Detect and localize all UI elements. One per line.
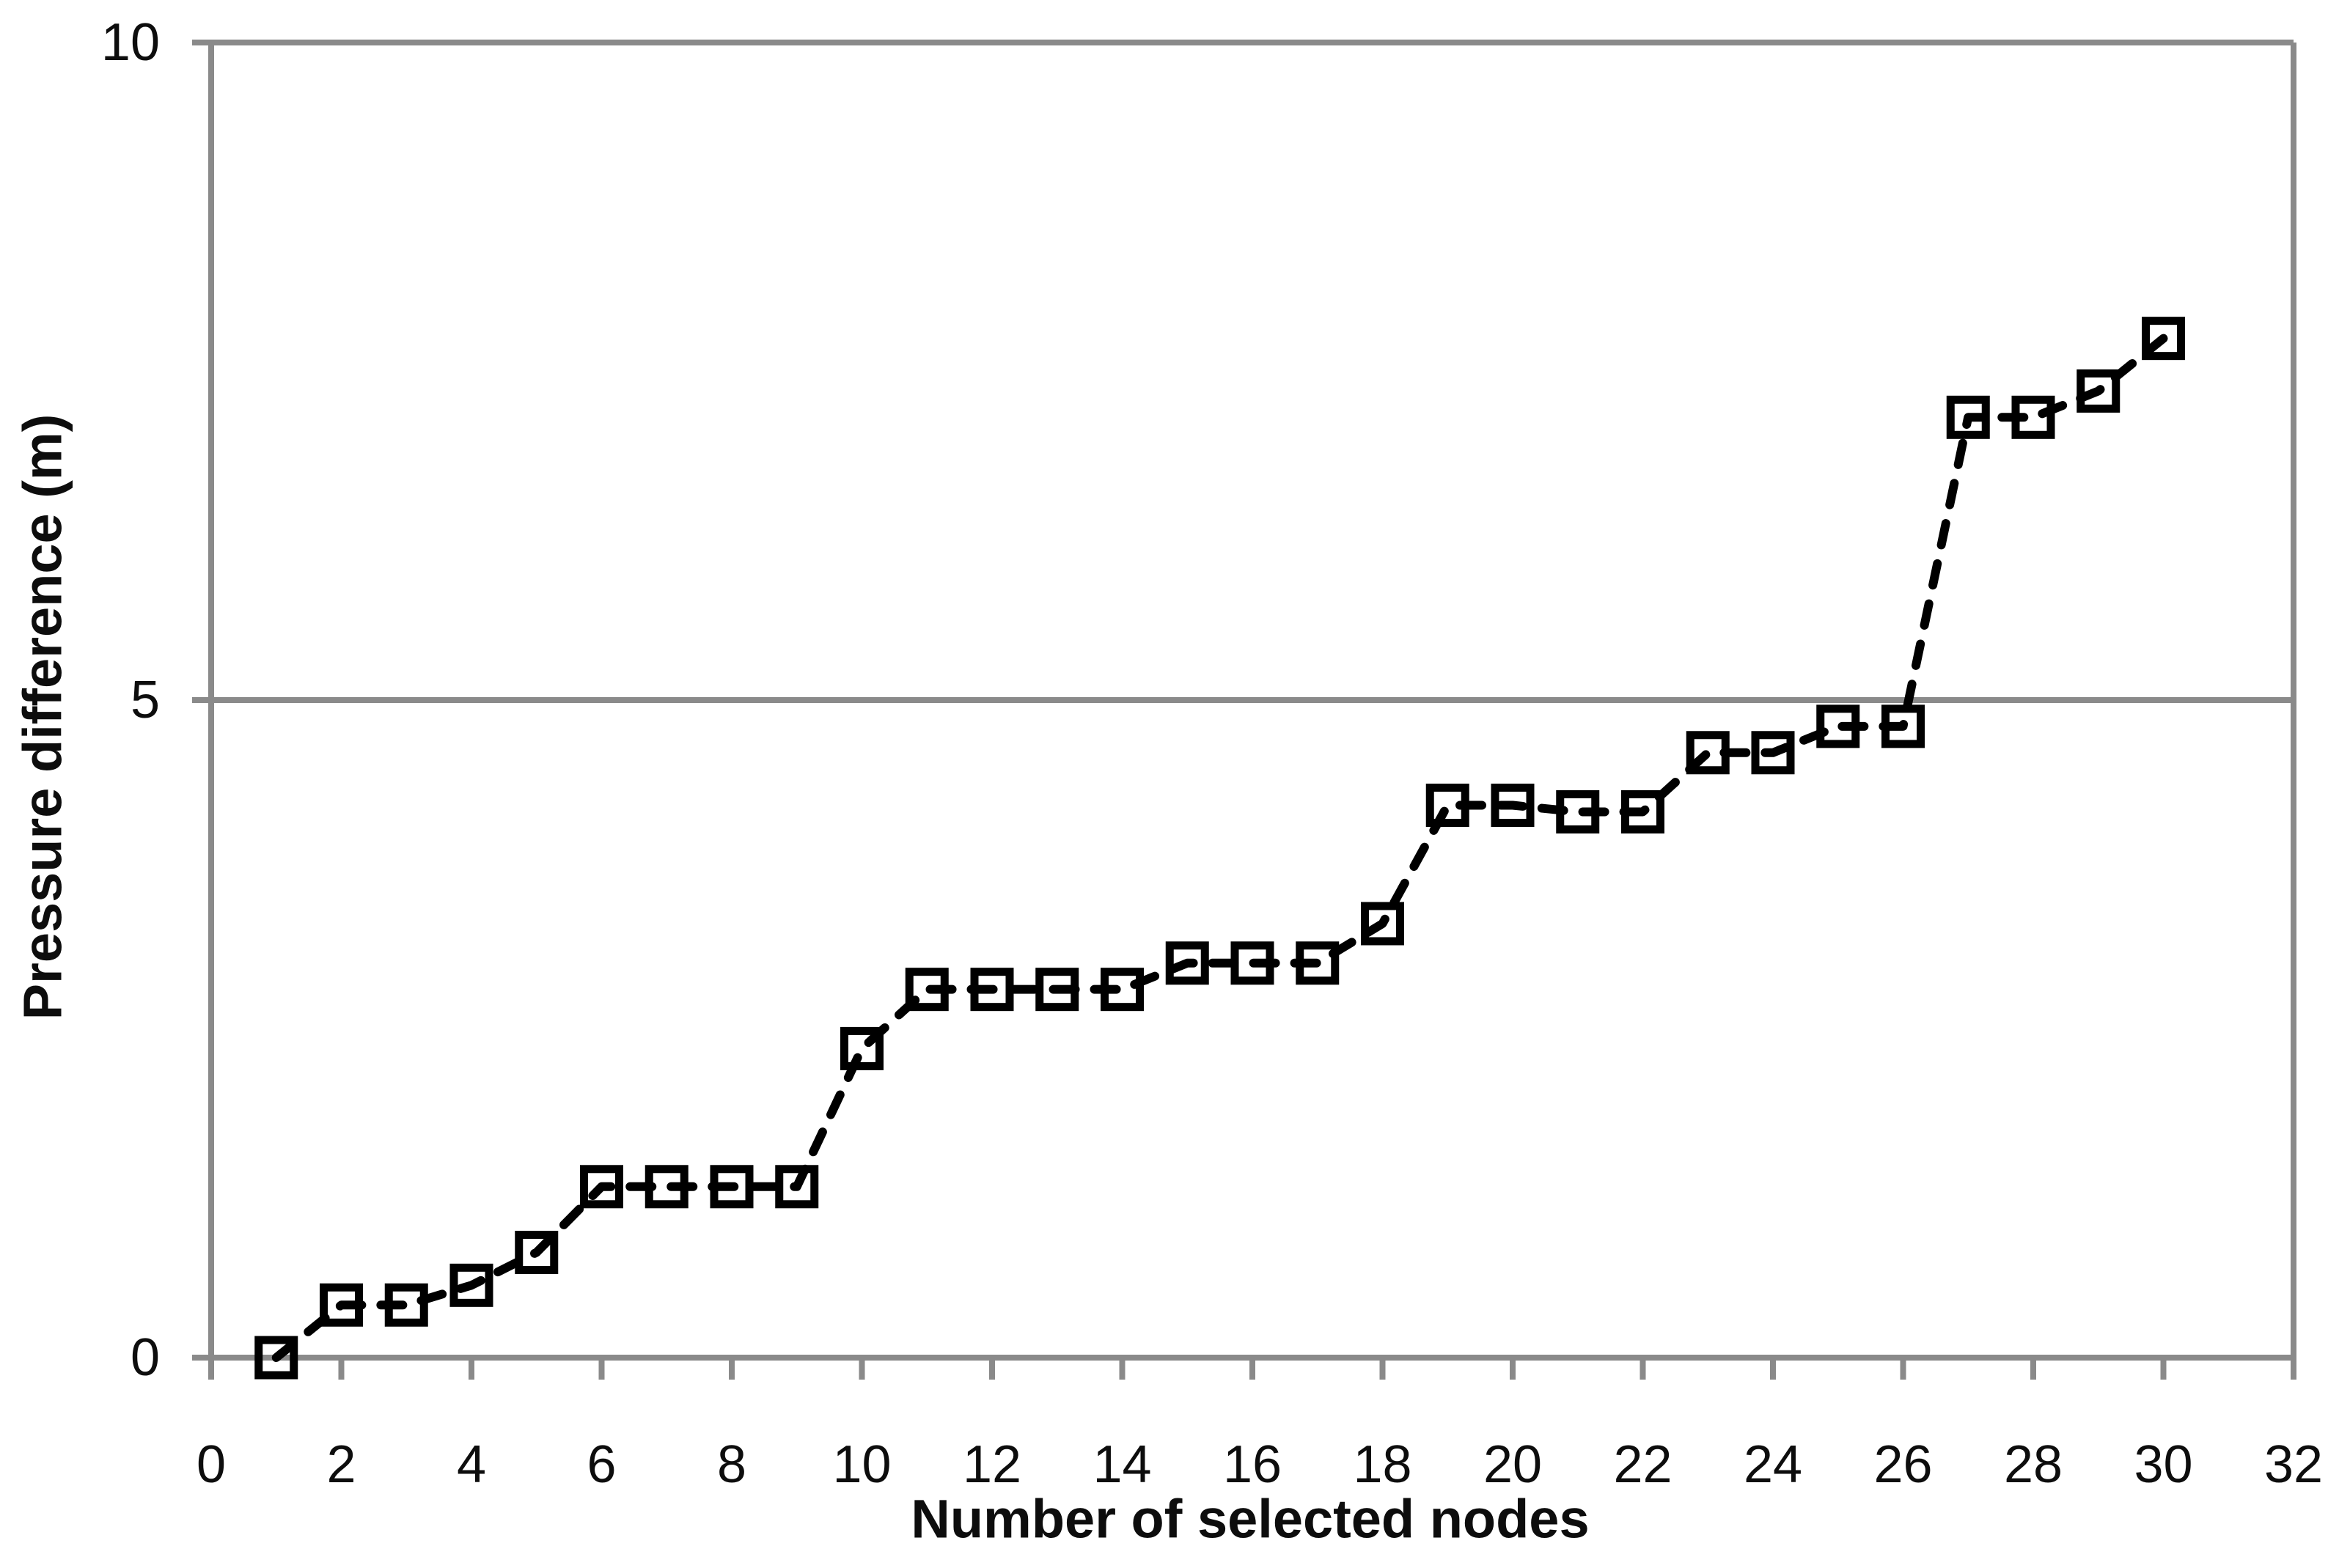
data-point-marker bbox=[970, 968, 1014, 1012]
data-point-markers bbox=[254, 317, 2185, 1380]
data-point-marker bbox=[2011, 395, 2055, 439]
y-tick-label-10: 10 bbox=[101, 13, 160, 72]
data-point-marker bbox=[254, 1336, 298, 1380]
data-point-marker bbox=[384, 1283, 428, 1327]
data-point-marker bbox=[1881, 704, 1925, 748]
x-tick-label-32: 32 bbox=[2264, 1435, 2323, 1494]
data-point-marker bbox=[2077, 369, 2120, 413]
data-point-marker bbox=[775, 1165, 819, 1209]
x-tick-label-20: 20 bbox=[1483, 1435, 1542, 1494]
data-point-marker bbox=[1165, 941, 1209, 985]
data-point-marker bbox=[2142, 317, 2185, 361]
x-tick-label-28: 28 bbox=[2004, 1435, 2063, 1494]
data-point-marker bbox=[1491, 784, 1535, 828]
data-point-marker bbox=[1361, 902, 1404, 946]
x-tick-label-8: 8 bbox=[717, 1435, 746, 1494]
axes bbox=[192, 43, 2296, 1380]
x-tick-label-30: 30 bbox=[2134, 1435, 2192, 1494]
y-tick-label-5: 5 bbox=[131, 671, 160, 729]
x-tick-label-16: 16 bbox=[1223, 1435, 1282, 1494]
x-axis-ticks bbox=[208, 1358, 2296, 1380]
x-tick-label-2: 2 bbox=[326, 1435, 356, 1494]
data-point-marker bbox=[1101, 968, 1144, 1012]
x-tick-label-24: 24 bbox=[1744, 1435, 1802, 1494]
y-tick-labels: 0 5 10 bbox=[101, 13, 160, 1387]
data-point-marker bbox=[710, 1165, 754, 1209]
x-tick-label-12: 12 bbox=[963, 1435, 1021, 1494]
x-tick-labels: 0 2 4 6 8 10 12 14 16 18 20 22 24 26 28 30 32 bbox=[197, 1435, 2323, 1494]
data-point-marker bbox=[1946, 395, 1990, 439]
data-point-marker bbox=[905, 968, 949, 1012]
x-tick-label-18: 18 bbox=[1353, 1435, 1411, 1494]
x-tick-label-22: 22 bbox=[1613, 1435, 1672, 1494]
data-point-marker bbox=[1230, 941, 1274, 985]
data-point-marker bbox=[515, 1230, 559, 1274]
data-point-marker bbox=[1556, 789, 1600, 833]
data-point-marker bbox=[645, 1165, 689, 1209]
y-gridlines bbox=[192, 40, 2294, 703]
data-point-marker bbox=[449, 1263, 493, 1307]
y-axis-title: Pressure difference (m) bbox=[12, 413, 73, 1020]
x-tick-label-6: 6 bbox=[587, 1435, 616, 1494]
x-axis-title: Number of selected nodes bbox=[911, 1488, 1590, 1550]
data-point-marker bbox=[1425, 784, 1469, 828]
data-point-marker bbox=[580, 1165, 623, 1209]
series-dashed-line bbox=[271, 334, 2168, 1362]
data-point-marker bbox=[320, 1283, 363, 1327]
data-point-marker bbox=[1686, 731, 1730, 775]
data-series-line bbox=[271, 334, 2168, 1362]
x-tick-label-14: 14 bbox=[1093, 1435, 1151, 1494]
x-tick-label-0: 0 bbox=[197, 1435, 226, 1494]
data-point-marker bbox=[1296, 941, 1340, 985]
data-point-marker bbox=[1035, 968, 1079, 1012]
x-tick-label-10: 10 bbox=[832, 1435, 891, 1494]
y-tick-label-0: 0 bbox=[131, 1328, 160, 1387]
data-point-marker bbox=[1751, 731, 1795, 775]
x-tick-label-4: 4 bbox=[457, 1435, 486, 1494]
data-point-marker bbox=[840, 1026, 884, 1070]
data-point-marker bbox=[1621, 789, 1664, 833]
data-point-marker bbox=[1816, 704, 1860, 748]
x-tick-label-26: 26 bbox=[1873, 1435, 1932, 1494]
